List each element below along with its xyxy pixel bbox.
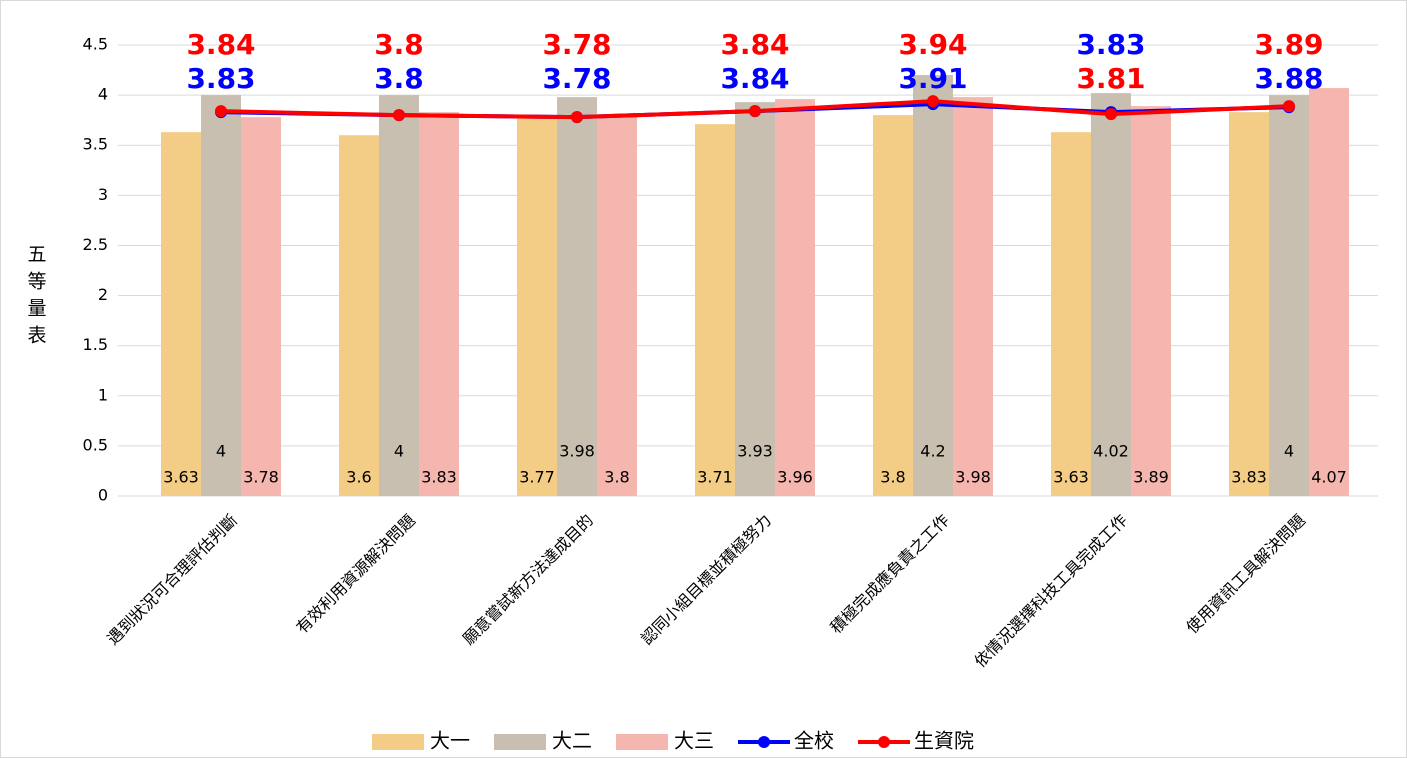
- bar: [953, 97, 993, 497]
- line-value-label: 3.78: [542, 62, 611, 95]
- line-value-label: 3.84: [720, 62, 789, 95]
- bar-value-label: 3.63: [163, 468, 199, 487]
- bar-value-label: 3.96: [777, 468, 813, 487]
- bar: [517, 118, 557, 496]
- bar: [419, 112, 459, 496]
- bar: [1131, 106, 1171, 496]
- legend-label: 大一: [430, 729, 470, 753]
- bar-value-label: 4.2: [920, 442, 945, 461]
- bar-value-label: 3.89: [1133, 468, 1169, 487]
- bar-value-label: 3.77: [519, 468, 555, 487]
- line-value-label: 3.8: [374, 62, 424, 95]
- legend-label: 大二: [552, 729, 592, 753]
- bar-value-label: 3.83: [421, 468, 457, 487]
- bar-value-label: 3.63: [1053, 468, 1089, 487]
- bar: [1309, 88, 1349, 497]
- line-value-label: 3.8: [374, 28, 424, 61]
- line-marker: [927, 95, 939, 108]
- y-tick-label: 3: [98, 185, 108, 204]
- bar-value-label: 3.78: [243, 468, 279, 487]
- bar: [597, 115, 637, 497]
- line-value-label: 3.81: [1076, 62, 1145, 95]
- bar-value-label: 3.83: [1231, 468, 1267, 487]
- bar-value-label: 4: [1284, 442, 1294, 461]
- bar-value-label: 3.71: [697, 468, 733, 487]
- legend-swatch: [878, 736, 890, 748]
- bar-value-label: 3.98: [559, 442, 595, 461]
- bar: [695, 124, 735, 497]
- bar: [241, 117, 281, 496]
- line-marker: [393, 109, 405, 122]
- bar: [775, 99, 815, 497]
- line-value-label: 3.78: [542, 28, 611, 61]
- bar-value-label: 3.8: [604, 468, 629, 487]
- bar-value-label: 3.98: [955, 468, 991, 487]
- line-marker: [1105, 108, 1117, 121]
- bar: [557, 97, 597, 497]
- y-tick-label: 0: [98, 486, 108, 505]
- bar-value-label: 4.02: [1093, 442, 1129, 461]
- legend-swatch: [494, 734, 546, 750]
- line-value-label: 3.84: [186, 28, 255, 61]
- bar-value-label: 3.8: [880, 468, 905, 487]
- y-axis-title: 五等量表: [25, 244, 47, 352]
- y-tick-label: 1: [98, 385, 108, 404]
- legend-swatch: [616, 734, 668, 750]
- line-value-label: 3.83: [186, 62, 255, 95]
- bar: [161, 132, 201, 496]
- bar-value-label: 4.07: [1311, 468, 1347, 487]
- legend-label: 生資院: [914, 729, 974, 753]
- bar: [201, 95, 241, 496]
- bar: [873, 115, 913, 497]
- y-tick-label: 4.5: [83, 35, 108, 54]
- bar: [1229, 112, 1269, 496]
- y-tick-label: 0.5: [83, 435, 108, 454]
- bar: [379, 95, 419, 496]
- bar: [1269, 95, 1309, 496]
- line-value-label: 3.84: [720, 28, 789, 61]
- bar: [913, 75, 953, 497]
- bar-value-label: 4: [394, 442, 404, 461]
- legend-label: 全校: [794, 729, 834, 753]
- bar: [1091, 93, 1131, 497]
- y-tick-label: 3.5: [83, 135, 108, 154]
- legend-swatch: [758, 736, 770, 748]
- bar: [1051, 132, 1091, 496]
- bar-value-label: 3.6: [346, 468, 371, 487]
- line-marker: [215, 105, 227, 118]
- y-tick-label: 1.5: [83, 335, 108, 354]
- legend-label: 大三: [674, 729, 714, 753]
- bar-value-label: 3.93: [737, 442, 773, 461]
- bar: [339, 135, 379, 496]
- y-tick-label: 2.5: [83, 235, 108, 254]
- legend-swatch: [372, 734, 424, 750]
- line-marker: [571, 111, 583, 124]
- line-value-label: 3.88: [1254, 62, 1323, 95]
- line-value-label: 3.94: [898, 28, 967, 61]
- y-tick-label: 2: [98, 285, 108, 304]
- line-value-label: 3.91: [898, 62, 967, 95]
- line-marker: [1283, 100, 1295, 113]
- bar: [735, 102, 775, 497]
- bar-value-label: 4: [216, 442, 226, 461]
- line-value-label: 3.89: [1254, 28, 1323, 61]
- line-marker: [749, 105, 761, 118]
- line-value-label: 3.83: [1076, 28, 1145, 61]
- y-tick-label: 4: [98, 85, 108, 104]
